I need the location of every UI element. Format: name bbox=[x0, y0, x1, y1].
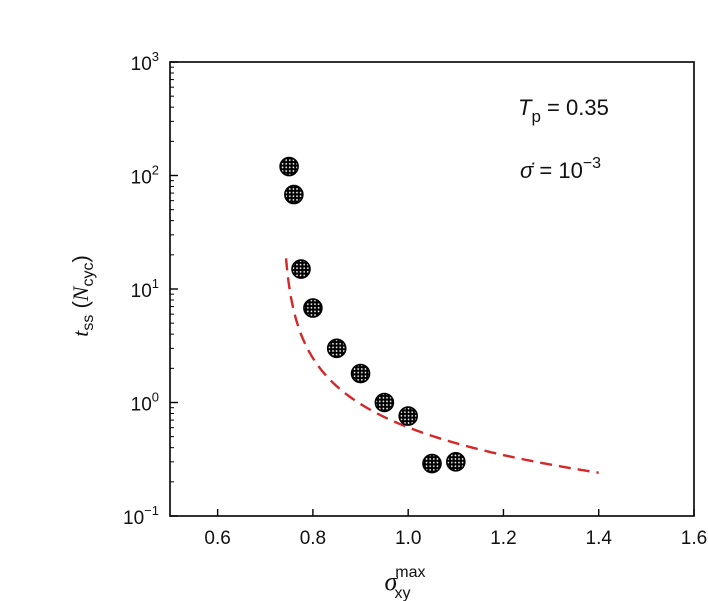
y-tick-label: 100 bbox=[131, 390, 159, 416]
data-point bbox=[284, 184, 304, 205]
x-axis-label: σmax xy bbox=[384, 564, 425, 601]
y-tick-label: 103 bbox=[131, 49, 159, 75]
data-point bbox=[303, 298, 323, 318]
x-axis-ticks: 0.6 0.8 1.0 1.2 1.4 1.6 bbox=[204, 509, 707, 549]
y-axis-label: tss (Ncyc) bbox=[68, 255, 97, 337]
plot-frame bbox=[169, 61, 695, 517]
data-point bbox=[326, 338, 347, 359]
fit-curve bbox=[284, 258, 599, 474]
data-point bbox=[350, 363, 371, 384]
data-point bbox=[291, 259, 311, 279]
annotation-temperature: Tp = 0.35 bbox=[518, 95, 609, 126]
y-tick-label: 10−1 bbox=[123, 503, 159, 529]
x-tick-label: 0.6 bbox=[204, 528, 230, 549]
x-tick-label: 1.4 bbox=[586, 528, 613, 549]
annotation-strain-rate: σ̇ = 10−3 bbox=[520, 155, 601, 183]
x-tick-label: 0.8 bbox=[300, 528, 326, 549]
x-tick-label: 1.2 bbox=[490, 528, 516, 549]
data-points-layer bbox=[279, 156, 466, 474]
data-point bbox=[374, 392, 395, 413]
y-axis-ticks: 103 102 101 100 10−1 bbox=[123, 49, 178, 529]
y-tick-label: 102 bbox=[131, 163, 159, 189]
data-point bbox=[398, 406, 418, 426]
data-point bbox=[446, 452, 466, 472]
x-tick-label: 1.6 bbox=[681, 528, 707, 549]
data-point bbox=[279, 156, 299, 177]
fit-curve-layer bbox=[284, 258, 599, 474]
x-tick-label: 1.0 bbox=[395, 528, 421, 549]
y-tick-label: 101 bbox=[131, 276, 159, 302]
data-point bbox=[422, 453, 442, 474]
